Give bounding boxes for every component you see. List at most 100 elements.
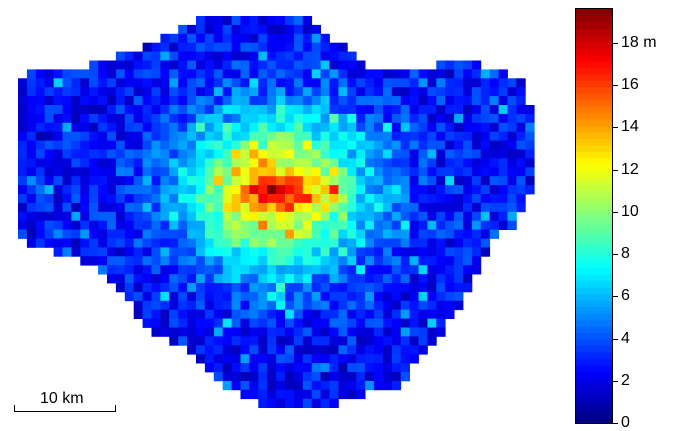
heat-cell <box>382 122 393 133</box>
heat-cell <box>436 247 446 257</box>
colorbar-step <box>576 351 612 359</box>
heat-cell <box>160 247 170 257</box>
heat-cell <box>338 131 348 141</box>
heat-cell <box>365 149 375 159</box>
heat-cell <box>445 229 455 239</box>
heat-cell <box>62 122 72 133</box>
heat-cell <box>356 229 366 239</box>
heat-cell <box>338 158 348 168</box>
heat-cell <box>285 229 295 239</box>
heat-cell <box>196 291 206 302</box>
heat-cell <box>320 318 330 328</box>
heat-cell <box>213 336 224 346</box>
heat-cell <box>258 185 268 195</box>
heat-cell <box>196 69 206 79</box>
heat-cell <box>409 149 419 159</box>
heat-cell <box>115 176 126 186</box>
heat-cell <box>454 69 464 79</box>
heat-cell <box>365 336 375 346</box>
heat-cell <box>293 176 304 186</box>
heat-cell <box>293 42 304 52</box>
heat-cell <box>231 105 241 115</box>
heat-cell <box>374 158 384 168</box>
heat-cell <box>142 122 152 133</box>
heat-cell <box>160 149 170 159</box>
heat-cell <box>374 69 384 79</box>
heat-cell <box>169 33 179 44</box>
heat-cell <box>285 69 295 79</box>
heat-cell <box>196 140 206 150</box>
heat-cell <box>178 158 188 168</box>
heat-cell <box>71 105 81 115</box>
heat-cell <box>418 274 428 284</box>
heat-cell <box>249 354 259 364</box>
heat-cell <box>258 309 268 319</box>
heat-cell <box>62 69 72 79</box>
heat-cell <box>463 185 473 195</box>
heat-cell <box>249 247 259 257</box>
heat-cell <box>107 87 117 97</box>
heat-cell <box>418 131 428 141</box>
heat-cell <box>374 256 384 266</box>
heat-cell <box>160 167 170 177</box>
heat-cell <box>285 194 295 204</box>
heat-cell <box>222 24 232 35</box>
heat-cell <box>436 291 446 302</box>
heat-cell <box>196 149 206 159</box>
heat-cell <box>26 96 37 106</box>
heat-cell <box>222 176 232 186</box>
heat-cell <box>178 238 188 248</box>
heat-cell <box>258 24 268 35</box>
heat-cell <box>436 300 446 311</box>
heat-cell <box>231 51 241 61</box>
heat-cell <box>329 256 339 266</box>
heat-cell <box>338 274 348 284</box>
heat-cell <box>71 176 81 186</box>
heat-cell <box>311 211 321 222</box>
heat-cell <box>80 194 90 204</box>
heat-cell <box>204 265 215 275</box>
heat-cell <box>489 229 499 239</box>
heat-cell <box>26 194 37 204</box>
heat-cell <box>267 78 277 88</box>
heat-cell <box>427 158 437 168</box>
heat-cell <box>204 33 215 44</box>
heat-cell <box>222 149 232 159</box>
heat-cell <box>454 60 464 70</box>
heat-cell <box>516 78 526 88</box>
heat-cell <box>151 300 161 311</box>
heat-cell <box>249 122 259 133</box>
heat-cell <box>240 33 250 44</box>
heat-cell <box>436 96 446 106</box>
heat-cell <box>311 354 321 364</box>
heat-cell <box>285 87 295 97</box>
heat-cell <box>115 122 126 133</box>
heat-cell <box>213 309 224 319</box>
heat-cell <box>204 238 215 248</box>
heat-cell <box>311 265 321 275</box>
heat-cell <box>267 247 277 257</box>
heat-cell <box>240 131 250 141</box>
heat-cell <box>400 283 410 293</box>
heat-cell <box>124 87 135 97</box>
heat-cell <box>80 87 90 97</box>
heat-cell <box>302 211 313 222</box>
heat-cell <box>382 345 393 355</box>
heat-cell <box>347 105 357 115</box>
heat-cell <box>89 149 99 159</box>
heat-cell <box>391 202 402 213</box>
heat-cell <box>356 78 366 88</box>
heat-cell <box>418 105 428 115</box>
heat-cell <box>480 229 491 239</box>
colorbar-step <box>576 377 612 385</box>
heat-cell <box>400 247 410 257</box>
heat-cell <box>115 78 126 88</box>
heat-cell <box>400 229 410 239</box>
colorbar-step <box>576 209 612 217</box>
heat-cell <box>204 51 215 61</box>
heat-cell <box>258 78 268 88</box>
heat-cell <box>338 69 348 79</box>
heat-cell <box>124 122 135 133</box>
heat-cell <box>320 220 330 230</box>
heat-cell <box>26 122 37 133</box>
